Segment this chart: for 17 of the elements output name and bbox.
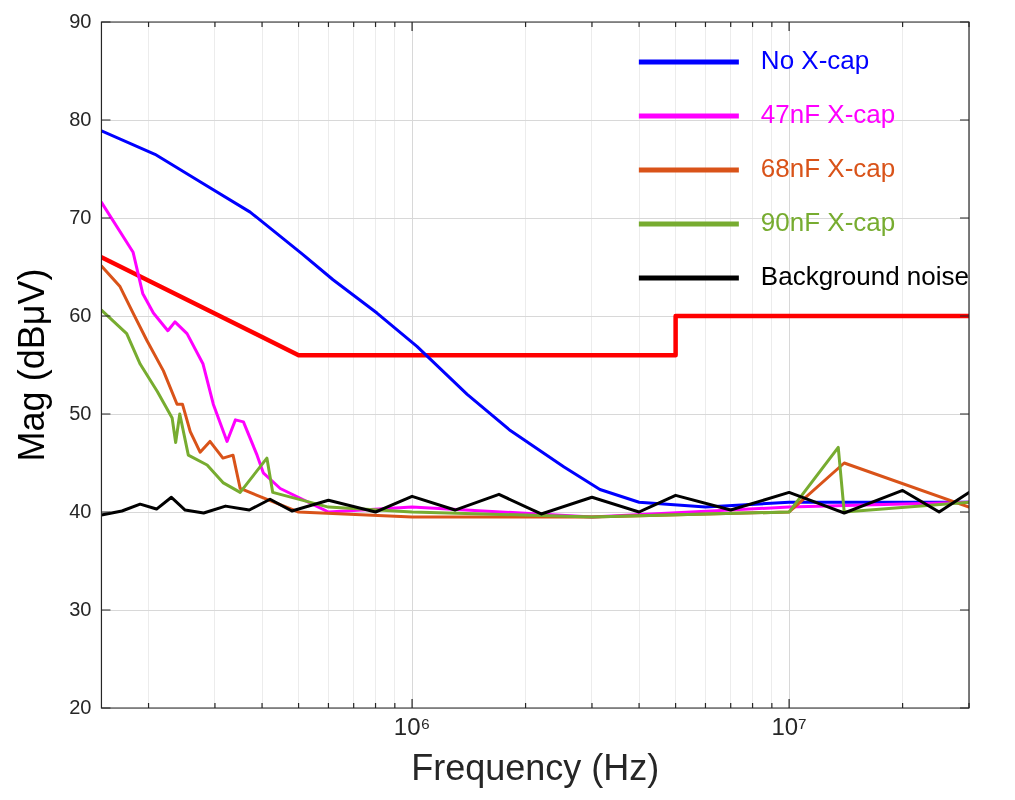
x-axis-title: Frequency (Hz) [411,747,660,789]
y-axis-title: Mag (dBμV) [10,268,52,462]
y-tick-label: 40 [69,499,92,522]
y-tick-label: 80 [69,107,92,130]
x-tick-label: 10⁷ [771,713,807,741]
y-tick-label: 90 [69,9,92,32]
legend-label: No X-cap [760,45,870,76]
legend-label: 90nF X-cap [760,207,896,238]
y-tick-label: 50 [69,401,92,424]
legend-label: Background noise [760,261,969,292]
y-tick-label: 60 [69,303,92,326]
y-tick-label: 20 [69,695,92,718]
legend-label: 47nF X-cap [760,99,896,130]
x-tick-label: 10⁶ [393,713,431,741]
y-tick-label: 30 [69,597,92,620]
y-tick-label: 70 [69,205,92,228]
legend-label: 68nF X-cap [760,153,896,184]
